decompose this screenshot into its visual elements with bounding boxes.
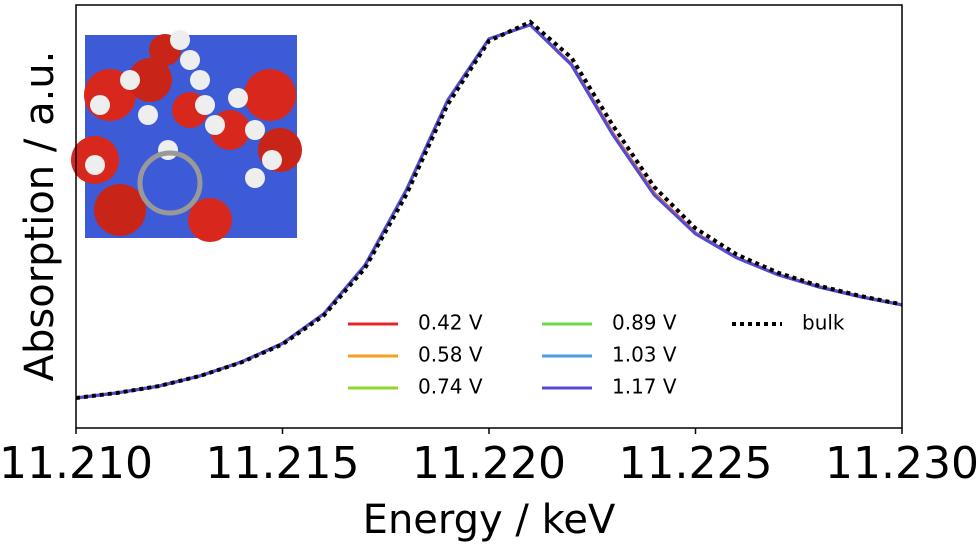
x-tick-label: 11.225	[619, 438, 773, 489]
legend-label: 0.42 V	[418, 311, 483, 335]
x-axis-label: Energy / keV	[363, 497, 616, 543]
x-tick-label: 11.210	[0, 438, 153, 489]
y-axis-label: Absorption / a.u.	[17, 51, 63, 382]
legend-label: 0.74 V	[418, 375, 483, 399]
x-tick-label: 11.230	[825, 438, 979, 489]
line-series	[75, 19, 903, 400]
legend-label: bulk	[802, 311, 845, 335]
legend-label: 0.89 V	[612, 311, 677, 335]
x-tick-label: 11.220	[412, 438, 566, 489]
inset-image	[71, 30, 302, 242]
x-tick-label: 11.215	[206, 438, 360, 489]
legend-label: 1.03 V	[612, 343, 677, 367]
legend-label: 0.58 V	[418, 343, 483, 367]
legend-label: 1.17 V	[612, 375, 677, 399]
plot-area	[75, 19, 903, 400]
